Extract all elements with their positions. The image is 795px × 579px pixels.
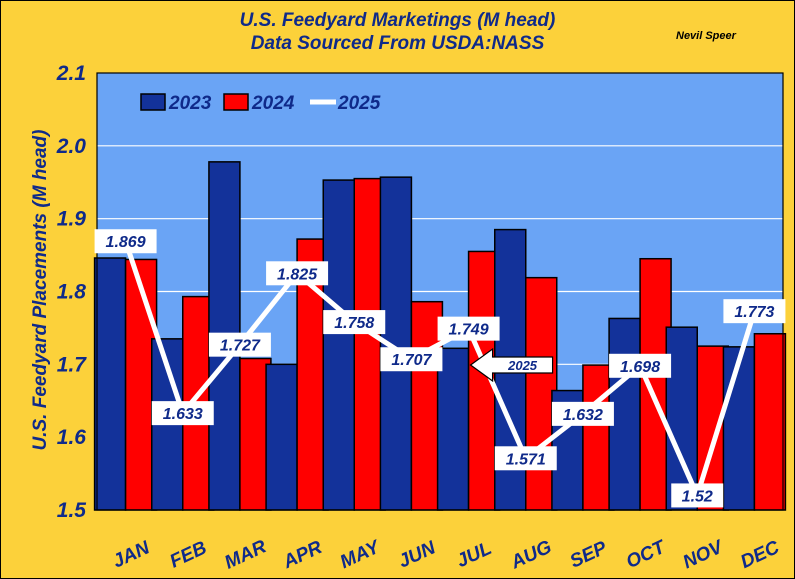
data-label-2025: 1.633 bbox=[163, 406, 203, 423]
y-tick-label: 1.5 bbox=[57, 499, 87, 522]
bar-2023 bbox=[265, 363, 298, 511]
bar-2023 bbox=[722, 346, 756, 511]
legend-label-2024: 2024 bbox=[251, 93, 295, 114]
data-label-box bbox=[723, 299, 786, 324]
legend-swatch-2023 bbox=[140, 93, 166, 111]
annotation-arrow bbox=[469, 347, 554, 383]
x-tick-label: JUL bbox=[454, 538, 495, 572]
data-label-box bbox=[551, 401, 614, 426]
y-tick-label: 1.8 bbox=[57, 281, 87, 304]
data-label-box bbox=[94, 229, 157, 254]
x-tick-label: JAN bbox=[110, 537, 154, 573]
y-tick-label: 1.9 bbox=[57, 208, 87, 231]
x-tick-label: MAY bbox=[337, 536, 385, 573]
data-label-box bbox=[671, 483, 724, 508]
chart-title: U.S. Feedyard Marketings (M head) bbox=[239, 10, 556, 31]
plot-border bbox=[96, 72, 784, 511]
data-label-2025: 1.52 bbox=[682, 488, 713, 505]
x-tick-label: OCT bbox=[623, 536, 669, 573]
data-label-2025: 1.632 bbox=[563, 407, 603, 424]
data-label-box bbox=[151, 401, 214, 426]
data-label-box bbox=[380, 347, 443, 372]
data-label-2025: 1.869 bbox=[106, 234, 146, 251]
x-tick-label: APR bbox=[279, 537, 325, 574]
data-label-2025: 1.571 bbox=[506, 451, 546, 468]
data-label-2025: 1.727 bbox=[220, 338, 261, 355]
legend-label-2025: 2025 bbox=[337, 93, 381, 114]
bar-2023 bbox=[436, 347, 470, 511]
data-label-box bbox=[609, 353, 672, 378]
data-label-2025: 1.825 bbox=[277, 266, 318, 283]
x-tick-label: FEB bbox=[167, 537, 211, 572]
y-tick-label: 2.0 bbox=[56, 135, 87, 158]
x-tick-label: NOV bbox=[680, 536, 727, 573]
x-tick-label: JUN bbox=[395, 537, 439, 573]
data-label-box bbox=[437, 316, 500, 341]
y-tick-label: 2.1 bbox=[56, 62, 86, 85]
bar-2024 bbox=[753, 332, 787, 511]
data-label-box bbox=[266, 261, 329, 286]
data-label-box bbox=[323, 310, 386, 335]
data-label-box bbox=[208, 332, 271, 357]
y-tick-label: 1.7 bbox=[57, 353, 88, 376]
legend-swatch-2024 bbox=[223, 93, 249, 111]
legend-label-2023: 2023 bbox=[168, 93, 212, 114]
x-tick-label: DEC bbox=[737, 537, 782, 573]
bar-2023 bbox=[322, 179, 355, 511]
data-label-2025: 1.758 bbox=[334, 315, 374, 332]
data-label-2025: 1.698 bbox=[620, 359, 660, 376]
bar-2023 bbox=[93, 257, 127, 511]
y-tick-label: 1.6 bbox=[57, 426, 87, 449]
annotation-label: 2025 bbox=[507, 358, 538, 373]
data-label-box bbox=[494, 446, 557, 471]
x-tick-label: SEP bbox=[567, 537, 611, 572]
data-label-2025: 1.707 bbox=[391, 352, 432, 369]
x-tick-label: MAR bbox=[222, 536, 270, 573]
x-tick-label: AUG bbox=[507, 536, 555, 573]
data-label-2025: 1.749 bbox=[449, 322, 489, 339]
chart-subtitle: Data Sourced From USDA:NASS bbox=[250, 33, 545, 54]
author-credit: Nevil Speer bbox=[676, 30, 736, 42]
data-label-2025: 1.773 bbox=[734, 304, 774, 321]
